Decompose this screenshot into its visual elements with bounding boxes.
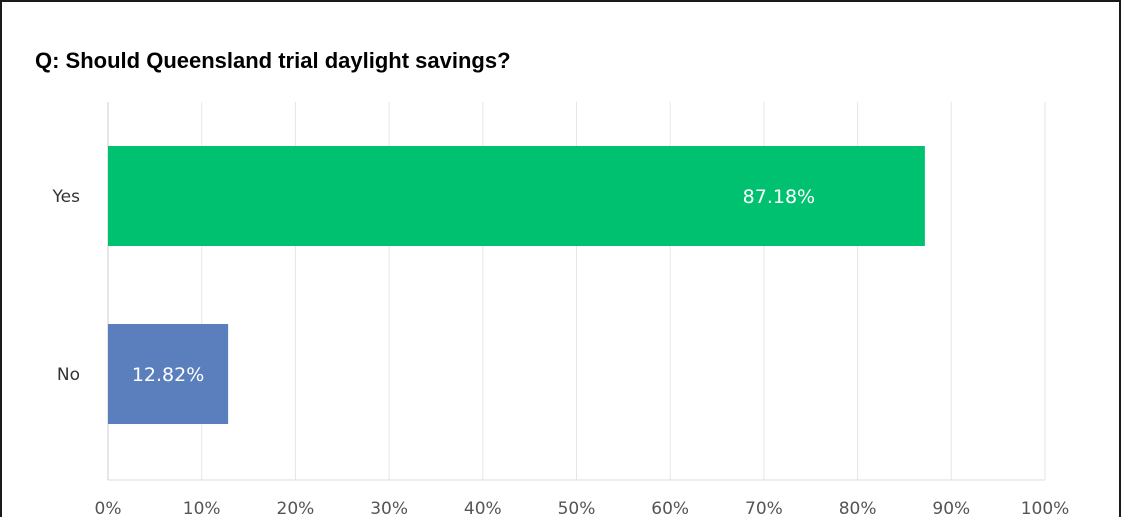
x-tick-label: 30% [370,499,408,519]
x-tick-label: 60% [651,499,689,519]
x-tick-label: 0% [95,499,122,519]
category-label: Yes [52,187,81,207]
x-tick-label: 50% [558,499,596,519]
chart-title: Q: Should Queensland trial daylight savi… [35,48,511,73]
x-tick-label: 40% [464,499,502,519]
data-label: 87.18% [743,186,815,208]
x-tick-label: 80% [839,499,877,519]
category-label: No [57,365,80,385]
x-tick-label: 100% [1021,499,1070,519]
data-label: 12.82% [132,364,204,386]
bar-yes [108,146,925,246]
x-tick-label: 10% [183,499,221,519]
x-tick-label: 70% [745,499,783,519]
x-tick-label: 20% [277,499,315,519]
x-tick-label: 90% [932,499,970,519]
bar-no [108,324,229,424]
